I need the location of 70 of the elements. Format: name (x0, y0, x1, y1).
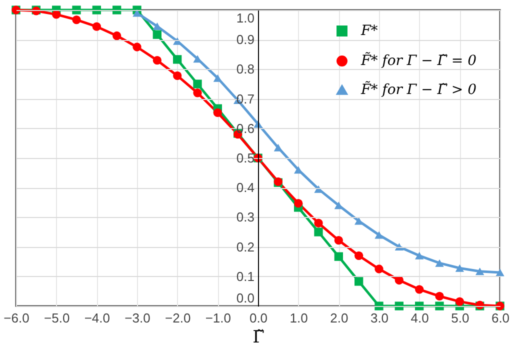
point (476, 268, 484, 276)
point (354, 217, 364, 225)
point (374, 302, 384, 310)
point (455, 297, 464, 306)
point (92, 6, 101, 14)
point (173, 71, 182, 80)
point (334, 252, 343, 261)
point (394, 276, 404, 285)
x-tick-label: −3.0 (124, 310, 150, 326)
legend-label: F* (360, 23, 378, 39)
y-tick-label: 0.1 (236, 268, 254, 284)
point (193, 80, 202, 88)
point (193, 88, 202, 98)
y-tick-label: 0.3 (236, 210, 254, 225)
x-tick-label: 4.0 (410, 310, 429, 326)
point (455, 264, 464, 272)
point (72, 6, 81, 14)
point (294, 198, 303, 208)
x-tick-label: 6.0 (491, 310, 510, 326)
point (112, 31, 122, 40)
point (92, 22, 101, 31)
x-tick-label: 0.0 (249, 310, 268, 326)
point (213, 74, 222, 82)
point (435, 302, 444, 310)
legend-label: F̃* for Γ − Γ̃ = 0 (360, 51, 477, 69)
point (314, 218, 323, 228)
point (173, 55, 182, 64)
x-axis-title: Γ̃ (252, 328, 265, 348)
point (435, 292, 444, 301)
point (334, 236, 343, 245)
point (394, 302, 404, 310)
x-tick-label: 5.0 (451, 310, 470, 326)
x-tick-label: −6.0 (4, 310, 30, 326)
y-tick-label: 0.6 (236, 120, 254, 136)
point (354, 277, 364, 286)
y-tick-label: 1.0 (236, 10, 254, 26)
point (374, 231, 384, 239)
point (354, 251, 364, 260)
point (314, 228, 323, 236)
point (152, 30, 162, 39)
point (213, 108, 222, 118)
point (435, 259, 444, 267)
point (52, 10, 61, 19)
point (415, 302, 424, 310)
y-tick-label: 0.7 (236, 91, 254, 106)
point (132, 42, 142, 52)
point (274, 144, 282, 152)
y-tick-label: 0.2 (236, 239, 254, 254)
x-tick-label: −1.0 (205, 310, 232, 326)
point (496, 268, 504, 276)
point (132, 9, 142, 17)
x-tick-label: −2.0 (164, 310, 191, 326)
point (152, 56, 162, 65)
y-tick-label: 0.9 (236, 32, 254, 48)
point (415, 252, 424, 260)
y-tick-label: 0.5 (236, 150, 254, 166)
y-tick-label: 0.0 (236, 290, 254, 306)
x-tick-label: −4.0 (84, 310, 110, 326)
y-tick-label: 0.4 (236, 180, 254, 196)
x-tick-label: 2.0 (330, 310, 348, 326)
point (334, 202, 343, 210)
x-tick-label: 1.0 (290, 310, 308, 326)
point (415, 285, 424, 294)
x-tick-label: 3.0 (370, 310, 389, 326)
point (374, 264, 384, 274)
x-tick-label: −5.0 (44, 310, 70, 326)
point (72, 15, 81, 24)
y-tick-label: 0.8 (236, 62, 254, 77)
point (112, 6, 122, 14)
legend-label: F̃* for Γ − Γ̃ > 0 (360, 80, 477, 98)
